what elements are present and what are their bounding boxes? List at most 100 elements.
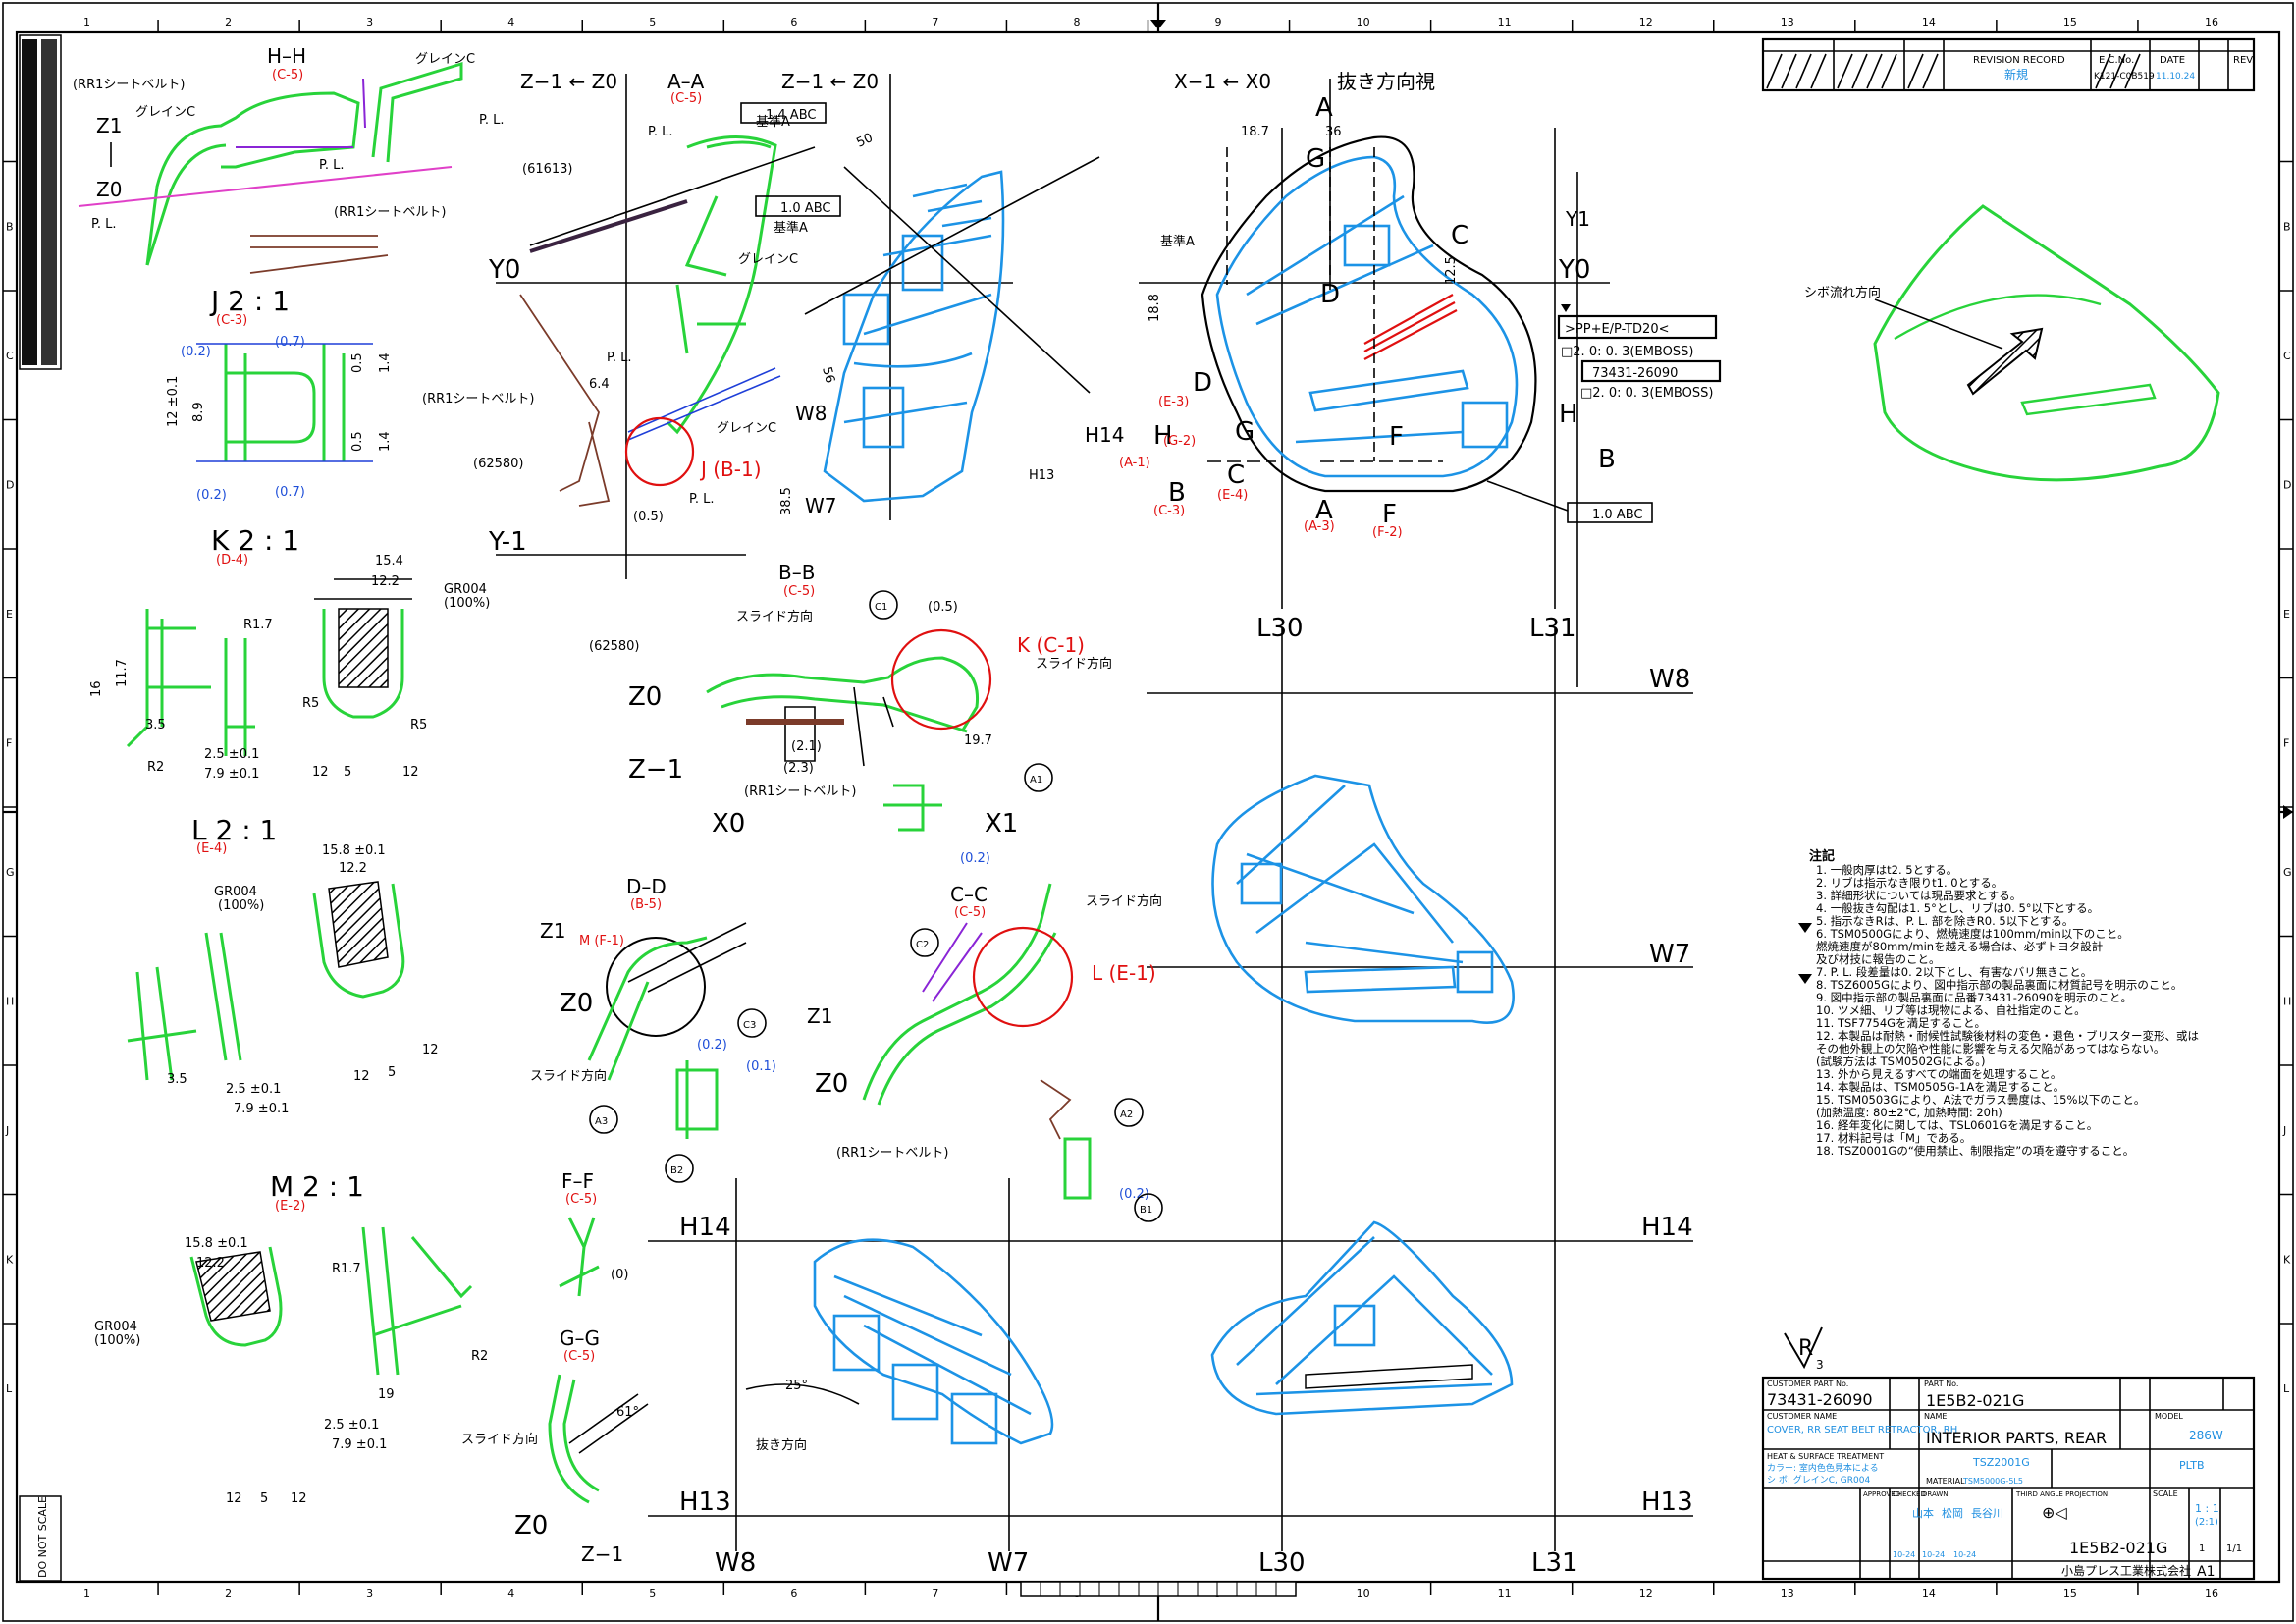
hh-rr1-belt: (RR1シートベルト) — [73, 78, 185, 92]
note-line: 17. 材料記号は「M」である。 — [1816, 1131, 1971, 1145]
svg-text:50: 50 — [854, 131, 875, 151]
hh-grain-c: グレインC — [135, 105, 195, 120]
svg-text:(0.1): (0.1) — [746, 1059, 776, 1074]
svg-text:X1: X1 — [985, 809, 1018, 839]
tb-grain-line: シ ボ: グレインC, GR004 — [1767, 1474, 1870, 1486]
datum-w7-right: W7 — [1649, 940, 1690, 969]
zone-number: 15 — [2063, 1587, 2077, 1599]
svg-text:12: 12 — [402, 765, 419, 780]
zone-number: 12 — [1639, 1587, 1653, 1599]
zone-number: 10 — [1357, 16, 1370, 28]
tb-material-spec: TSM5000G-5L5 — [1962, 1477, 2023, 1486]
zone-letter: F — [6, 736, 12, 749]
note-line: 14. 本製品は、TSM0505G-1Aを満足すること。 — [1816, 1080, 2064, 1094]
zone-letter: G — [6, 866, 15, 879]
svg-text:Z0: Z0 — [560, 989, 593, 1018]
aa-rr1-belt: (RR1シートベルト) — [422, 392, 534, 406]
tb-cust-part-label: CUSTOMER PART No. — [1767, 1380, 1848, 1388]
iso-view-mid — [1211, 774, 1515, 1024]
rev-date-header: DATE — [2160, 55, 2185, 66]
pull-dir-label: 抜き方向 — [756, 1437, 807, 1453]
rev-record-header: REVISION RECORD — [1973, 55, 2065, 66]
datum-h13-right: H13 — [1641, 1488, 1693, 1517]
svg-text:15.4: 15.4 — [375, 554, 403, 568]
svg-text:H: H — [1153, 421, 1173, 451]
revision-block: REVISION RECORD E.C.No. DATE REV. 新規 K12… — [1761, 37, 2256, 92]
zone-number: 7 — [932, 1587, 938, 1599]
aa-datum-a: 基準A — [756, 114, 790, 130]
aa-grain-c: グレインC — [738, 252, 798, 267]
svg-text:(F-2): (F-2) — [1372, 525, 1403, 540]
notes-title: 注記 — [1809, 848, 1835, 864]
zone-number: 16 — [2205, 1587, 2218, 1599]
section-cc-ref: (C-5) — [954, 905, 986, 920]
emboss-2: □2. 0: 0. 3(EMBOSS) — [1580, 386, 1713, 401]
datum-w8-right: W8 — [1649, 665, 1690, 694]
k-ref-label: K (C-1) — [1017, 633, 1085, 657]
m-gr004-pct: (100%) — [94, 1333, 140, 1348]
pull-datum-a: 基準A — [1160, 234, 1195, 249]
hh-pl-3: P. L. — [479, 113, 504, 128]
svg-text:R2: R2 — [147, 760, 164, 775]
hh-rr1-belt-2: (RR1シートベルト) — [334, 205, 446, 220]
svg-text:B: B — [1168, 478, 1186, 508]
section-hh-title: H–H — [267, 44, 306, 68]
datum-y0-right: Y0 — [1558, 255, 1590, 285]
svg-text:C3: C3 — [743, 1020, 756, 1031]
emboss-1: □2. 0: 0. 3(EMBOSS) — [1561, 345, 1693, 359]
aa-pl-2: P. L. — [607, 351, 631, 365]
svg-text:R5: R5 — [302, 696, 319, 711]
tb-checked-label: CHECKED — [1893, 1490, 1926, 1498]
svg-text:19.7: 19.7 — [964, 733, 992, 748]
iso-view-top: 50 56 — [804, 131, 1100, 503]
svg-text:1.4: 1.4 — [378, 352, 393, 373]
svg-text:A1: A1 — [1030, 775, 1042, 785]
tb-material-code: PLTB — [2179, 1459, 2205, 1472]
svg-text:5: 5 — [260, 1491, 268, 1506]
svg-text:5: 5 — [344, 765, 351, 780]
datum-w8-mid: W8 — [795, 402, 828, 425]
svg-text:(0.7): (0.7) — [275, 485, 305, 500]
aa-pl: P. L. — [648, 125, 672, 139]
section-gg-title: G–G — [560, 1326, 600, 1350]
zone-letter: F — [2283, 736, 2289, 749]
svg-text:3.5: 3.5 — [167, 1072, 187, 1087]
datum-y0: Y0 — [488, 255, 520, 285]
svg-text:Z0: Z0 — [96, 178, 122, 201]
svg-text:Z−1: Z−1 — [581, 1543, 623, 1566]
bottom-center-ruler — [1020, 1581, 1297, 1597]
tb-dwg-no: 1E5B2-021G — [2069, 1539, 2167, 1557]
zone-number: 12 — [1639, 16, 1653, 28]
zone-number: 16 — [2205, 16, 2218, 28]
zone-number: 5 — [649, 16, 656, 28]
note-line: 15. TSM0503Gにより、A法でガラス曇度は、15%以下のこと。 — [1816, 1093, 2145, 1107]
svg-text:A: A — [1315, 496, 1333, 525]
zone-number: 13 — [1781, 1587, 1794, 1599]
zone-letter: C — [6, 350, 14, 362]
note-line: 12. 本製品は耐熱・耐候性試験後材料の変色・退色・ブリスター変形、或は — [1816, 1029, 2199, 1043]
note-line: 5. 指示なきRは、P. L. 部を除きR0. 5以下とする。 — [1816, 914, 2073, 928]
section-ff-title: F–F — [561, 1169, 594, 1193]
zone-number: 14 — [1922, 16, 1936, 28]
svg-text:R2: R2 — [471, 1349, 488, 1364]
svg-text:(0.2): (0.2) — [196, 488, 227, 503]
bb-part-62580: (62580) — [589, 639, 640, 654]
svg-text:11.7: 11.7 — [115, 659, 130, 687]
part-mark: 73431-26090 — [1592, 366, 1678, 381]
note-line: 及び材技に報告のこと。 — [1816, 952, 1941, 966]
tb-model: 286W — [2189, 1429, 2223, 1442]
aa-datum-a-2: 基準A — [774, 220, 808, 236]
svg-text:2.5 ±0.1: 2.5 ±0.1 — [204, 747, 259, 762]
bb-slide-dir-2: スライド方向 — [1036, 656, 1112, 672]
svg-text:15.8 ±0.1: 15.8 ±0.1 — [322, 843, 386, 858]
hh-pl-2: P. L. — [319, 158, 344, 173]
svg-text:0.5: 0.5 — [350, 352, 365, 373]
svg-text:C: C — [1451, 221, 1468, 250]
section-j-ref: (C-3) — [216, 313, 247, 328]
note-line: 6. TSM0500Gにより、燃焼速度は100mm/min以下のこと。 — [1816, 927, 2129, 941]
svg-text:(G-2): (G-2) — [1163, 434, 1196, 449]
aa-pl-3: P. L. — [689, 492, 714, 507]
tb-cust-name-label: CUSTOMER NAME — [1767, 1412, 1837, 1421]
svg-text:F: F — [1382, 500, 1397, 529]
section-hh-ref: (C-5) — [272, 68, 303, 82]
